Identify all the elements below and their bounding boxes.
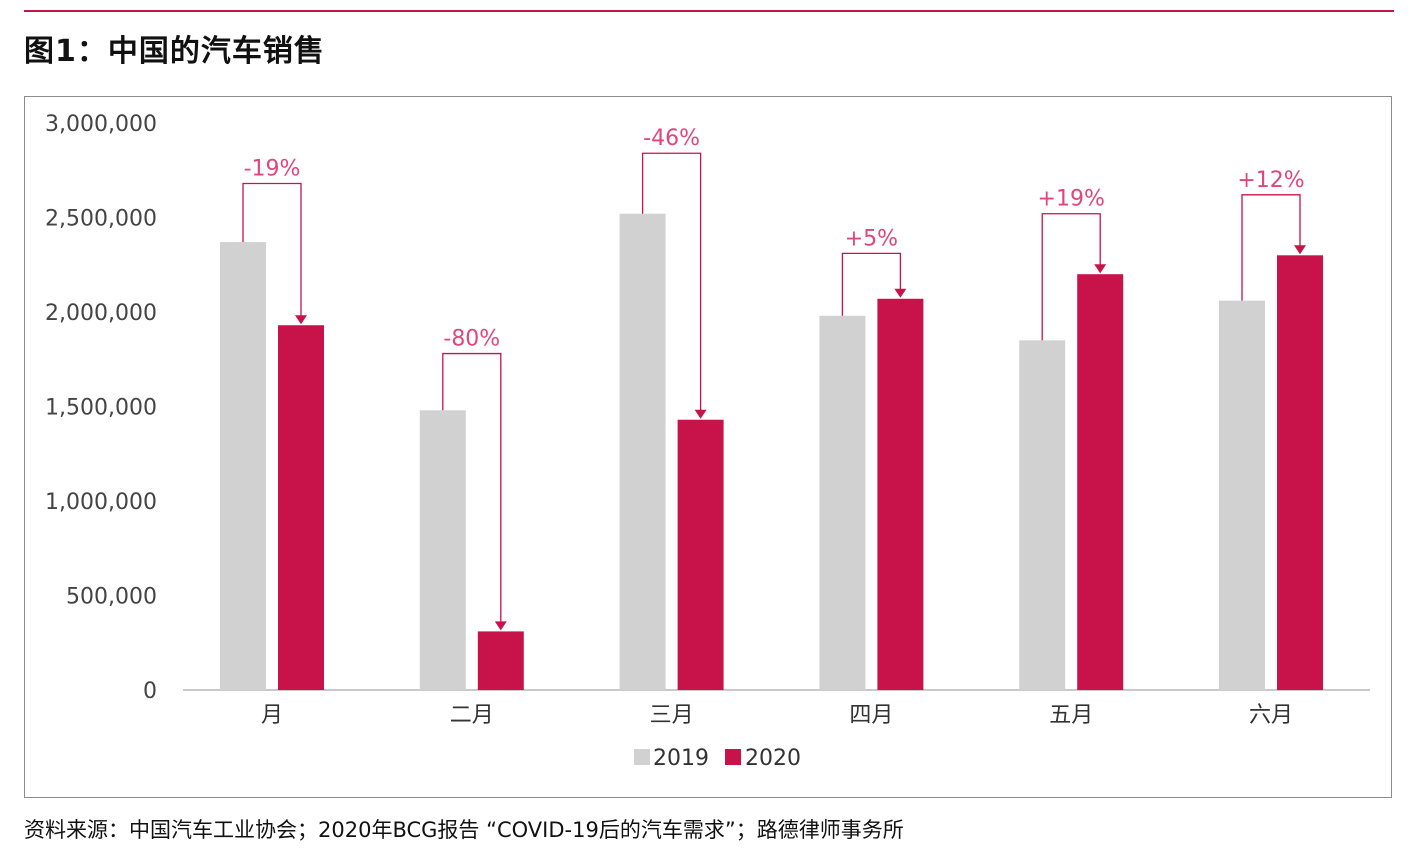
legend-label-2020: 2020: [745, 746, 801, 771]
y-tick-label: 2,000,000: [45, 301, 157, 326]
bar-2019: [419, 410, 466, 690]
figure-title: 图1：中国的汽车销售: [24, 34, 325, 69]
connector-arrowhead: [295, 315, 307, 325]
change-connector: [242, 182, 302, 317]
connector-arrowhead: [1294, 245, 1306, 255]
legend-label-2019: 2019: [653, 746, 709, 771]
y-tick-label: 0: [143, 679, 157, 704]
bar-2019: [1019, 340, 1066, 690]
change-label: -19%: [244, 156, 301, 181]
connector-arrowhead: [494, 621, 507, 631]
connector-arrowhead: [894, 288, 907, 298]
bar-2019: [1219, 300, 1265, 690]
bar-2020: [677, 419, 724, 690]
x-tick-label: 三月: [650, 703, 694, 728]
bar-2020: [1077, 274, 1124, 690]
legend-swatch-2019: [634, 749, 650, 765]
x-tick-label: 五月: [1049, 703, 1093, 728]
bar-2020: [1277, 255, 1323, 691]
change-connector: [1041, 213, 1101, 341]
connector-arrowhead: [694, 409, 707, 419]
bar-2020: [278, 325, 324, 690]
x-tick-label: 二月: [450, 703, 494, 728]
connector-arrowhead: [1094, 264, 1107, 274]
top-rule: [24, 10, 1394, 12]
change-connector: [641, 152, 702, 411]
change-label: -80%: [443, 327, 500, 352]
change-label: +19%: [1038, 187, 1105, 212]
change-connector: [1241, 194, 1301, 301]
bar-2020: [877, 298, 924, 690]
change-label: +12%: [1237, 168, 1304, 193]
bar-2019: [220, 242, 266, 690]
x-tick-label: 四月: [849, 703, 893, 728]
bar-2019: [819, 315, 866, 690]
change-label: -46%: [643, 126, 700, 151]
x-tick-label: 月: [261, 703, 283, 728]
bar-2019: [619, 213, 666, 690]
change-connector: [841, 252, 902, 316]
source-note: 资料来源：中国汽车工业协会；2020年BCG报告 “COVID-19后的汽车需求…: [24, 818, 904, 842]
y-tick-label: 500,000: [66, 585, 157, 610]
y-tick-label: 2,500,000: [45, 207, 157, 232]
x-tick-label: 六月: [1249, 703, 1293, 728]
change-connector: [442, 352, 502, 623]
bar-2020: [477, 631, 524, 690]
y-tick-label: 1,500,000: [45, 396, 157, 421]
legend-swatch-2020: [725, 749, 741, 765]
y-tick-label: 1,000,000: [45, 490, 157, 515]
y-tick-label: 3,000,000: [45, 112, 157, 137]
change-label: +5%: [845, 226, 898, 251]
